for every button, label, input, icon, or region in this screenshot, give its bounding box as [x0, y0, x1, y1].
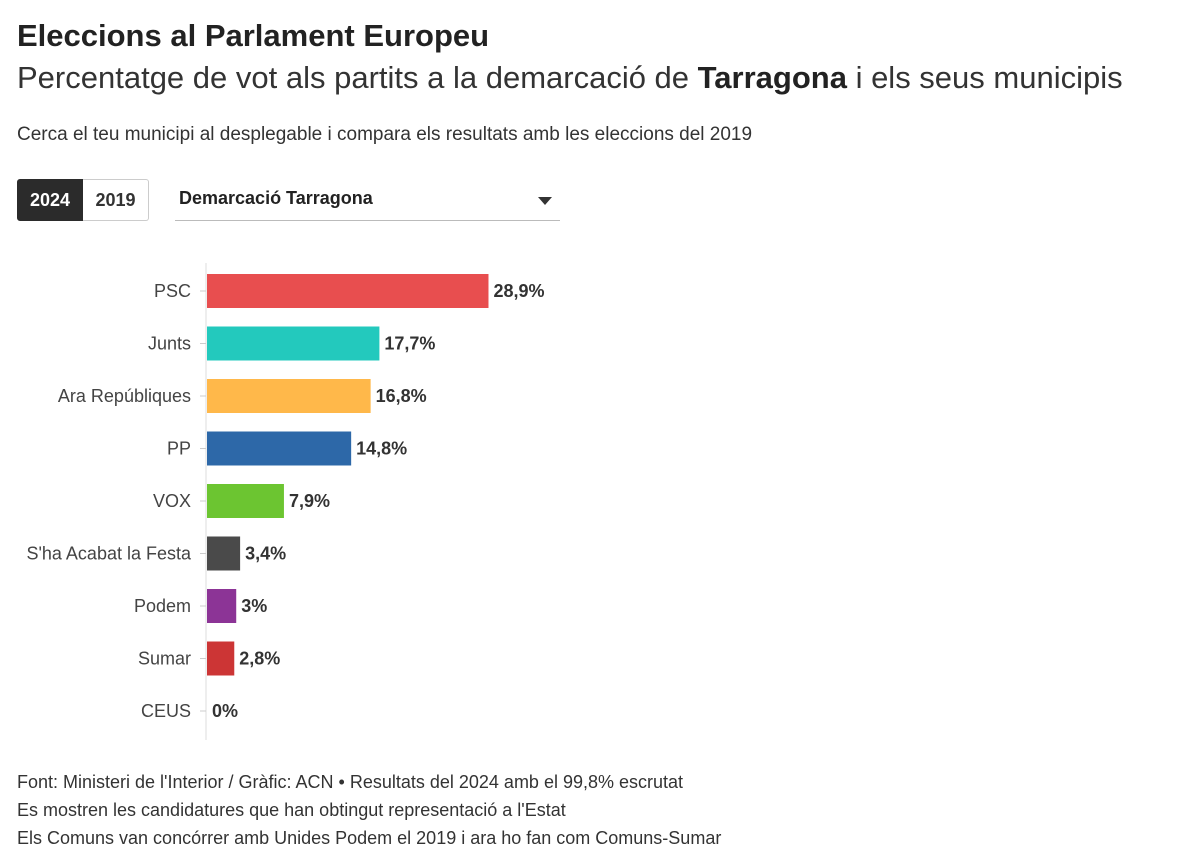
bar[interactable] — [207, 589, 237, 623]
chart-subtitle: Percentatge de vot als partits a la dema… — [17, 60, 1123, 96]
bar[interactable] — [207, 484, 284, 518]
value-label: 17,7% — [384, 334, 435, 354]
dropdown-selected-value: Demarcació Tarragona — [179, 188, 373, 208]
value-label: 16,8% — [376, 386, 427, 406]
category-label: Sumar — [138, 649, 191, 669]
subtitle-region: Tarragona — [697, 60, 847, 95]
bar[interactable] — [207, 641, 235, 676]
bar[interactable] — [207, 431, 352, 466]
chart-title: Eleccions al Parlament Europeu — [17, 18, 490, 53]
bar[interactable] — [207, 274, 489, 308]
subtitle-text-start: Percentatge de vot als partits a la dema… — [17, 60, 698, 95]
category-label: Junts — [148, 334, 191, 354]
value-label: 3,4% — [245, 544, 286, 564]
value-label: 14,8% — [356, 439, 407, 459]
year-2024-button[interactable]: 2024 — [17, 179, 83, 221]
chevron-down-icon — [538, 197, 552, 205]
category-label: PSC — [154, 281, 191, 301]
footer-note-2: Els Comuns van concórrer amb Unides Pode… — [17, 828, 722, 848]
category-label: CEUS — [141, 701, 191, 721]
year-selector: 2024 2019 — [17, 179, 149, 221]
bar[interactable] — [207, 379, 371, 413]
category-label: Ara Repúbliques — [58, 386, 191, 406]
instruction-text: Cerca el teu municipi al desplegable i c… — [17, 124, 753, 145]
category-label: S'ha Acabat la Festa — [26, 544, 192, 564]
bar[interactable] — [207, 536, 241, 571]
value-label: 28,9% — [493, 281, 544, 301]
footer-note-1: Es mostren les candidatures que han obti… — [17, 800, 566, 820]
footer-source: Font: Ministeri de l'Interior / Gràfic: … — [17, 772, 684, 792]
year-2019-button[interactable]: 2019 — [83, 179, 149, 221]
category-label: PP — [167, 439, 191, 459]
bar-chart: PSC 28,9% Junts 17,7% Ara Repúbliques 16,8% PP… — [26, 263, 545, 740]
category-label: VOX — [153, 491, 191, 511]
value-label: 3% — [241, 596, 267, 616]
value-label: 0% — [212, 701, 238, 721]
subtitle-text-end: i els seus municipis — [846, 60, 1123, 95]
category-label: Podem — [134, 596, 191, 616]
municipality-dropdown[interactable]: Demarcació Tarragona — [175, 180, 560, 221]
value-label: 2,8% — [239, 649, 280, 669]
bars-group: PSC 28,9% Junts 17,7% Ara Repúbliques 16,8% PP… — [26, 274, 545, 721]
value-label: 7,9% — [289, 491, 330, 511]
bar[interactable] — [207, 326, 380, 361]
